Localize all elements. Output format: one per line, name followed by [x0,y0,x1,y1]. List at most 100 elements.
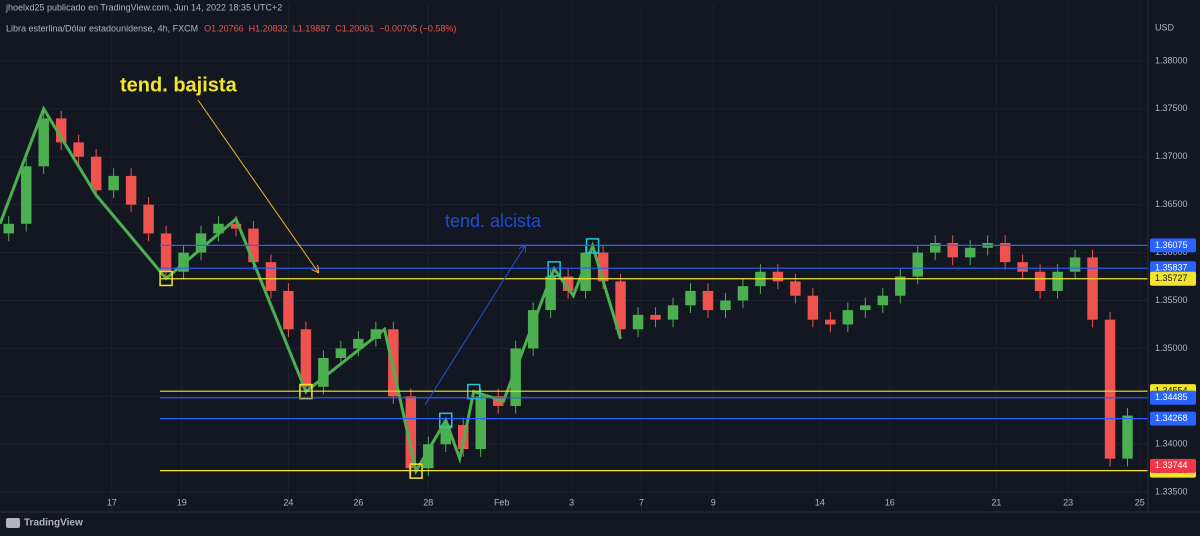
price-label-bg [1150,390,1196,405]
x-tick-label: 17 [107,497,117,507]
x-tick-label: Feb [494,497,510,507]
ohlc-value: H1.20832 [249,23,288,33]
x-tick-label: 21 [991,497,1001,507]
last-price-label: 1.33744 [1155,460,1188,470]
y-tick-label: 1.35000 [1155,343,1188,353]
x-tick-label: 26 [353,497,363,507]
zigzag-line [0,105,623,476]
candle-body [160,233,172,272]
candle-body [300,329,312,387]
arrow [424,246,525,406]
candle-body [720,300,731,311]
candle-body [20,166,32,224]
candle-body [562,276,574,291]
candle-body [405,396,417,469]
y-tick-label: 1.37000 [1155,151,1188,161]
candle-body [912,252,923,277]
candle-body [1087,257,1098,320]
y-tick-label: 1.36500 [1155,199,1188,209]
candle-body [527,310,539,349]
author-line: jhoelxd25 publicado en TradingView.com, … [5,2,282,12]
candle-body [108,175,119,191]
symbol: Libra esterlina/Dólar estadounidense, 4h… [6,23,198,33]
x-tick-label: 25 [1135,497,1145,507]
candle-body [877,295,889,306]
candle-body [1052,271,1063,291]
price-label-bg [1150,261,1196,276]
price-label-bg [1150,238,1196,253]
candle-body [1017,262,1028,272]
y-tick-label: 1.34000 [1155,439,1188,449]
candle-body [772,271,784,282]
candle-body [667,305,679,320]
candle-body [580,252,591,291]
candle-body [964,247,976,258]
candle-body [1069,257,1081,272]
candle-body [685,290,696,306]
candle-body [73,142,84,157]
candle-body [125,175,137,205]
marker-box [439,412,453,429]
candle-body [38,118,49,167]
candle-body [1122,415,1133,459]
candle-body [143,204,154,234]
currency: USD [1155,22,1175,32]
x-tick-label: 24 [283,497,293,507]
candle-body [615,281,626,330]
x-tick-label: 3 [569,497,574,507]
candle-body [440,425,452,445]
candle-body [353,338,364,349]
arrow [197,99,318,272]
candle-body [702,290,714,311]
candle-body [55,118,67,143]
y-tick-label: 1.37500 [1155,103,1188,113]
candle-body [842,310,854,325]
candle-body [423,444,434,469]
price-label-bg [1150,271,1196,286]
candle-body [370,329,382,339]
candle-body [265,262,277,291]
candle-body [860,305,871,311]
candle-body [929,242,941,253]
candle-body [230,223,242,229]
candle-body [790,281,801,296]
price-label: 1.34554 [1155,386,1188,396]
ohlc-value: L1.19887 [293,23,331,33]
x-tick-label: 9 [711,497,716,507]
y-tick-label: 1.38000 [1155,55,1188,65]
candle-body [895,276,906,296]
price-label: 1.35727 [1155,273,1188,283]
price-label: 1.35837 [1155,263,1188,273]
ohlc-value: O1.20766 [204,23,244,33]
grid [0,5,1148,512]
plot [0,105,1148,479]
candle-body [3,223,14,234]
y-tick-label: 1.35500 [1155,295,1188,305]
candle-body [545,276,556,311]
candle-body [318,358,329,387]
y-tick-label: 1.33500 [1155,487,1188,497]
candle-body [492,396,504,406]
candle-body [597,252,609,282]
annotation: tend. bajista [120,74,238,96]
brand: TradingView [24,518,83,529]
candle-body [213,223,224,234]
candle-body [510,348,521,406]
ohlc-value: −0.00705 (−0.58%) [379,23,456,33]
brand-logo [6,518,20,528]
x-tick-label: 7 [639,497,644,507]
x-tick-label: 16 [885,497,895,507]
ohlc-value: C1.20061 [335,23,374,33]
candle-body [650,314,661,320]
candle-body [283,290,294,330]
candle-body [475,396,486,450]
candle-body [90,156,102,191]
price-label: 1.34485 [1155,392,1188,402]
x-tick-label: 28 [423,497,433,507]
price-label: 1.36075 [1155,240,1188,250]
candle-body [999,242,1011,263]
candle-body [195,233,207,253]
candle-body [335,348,347,359]
